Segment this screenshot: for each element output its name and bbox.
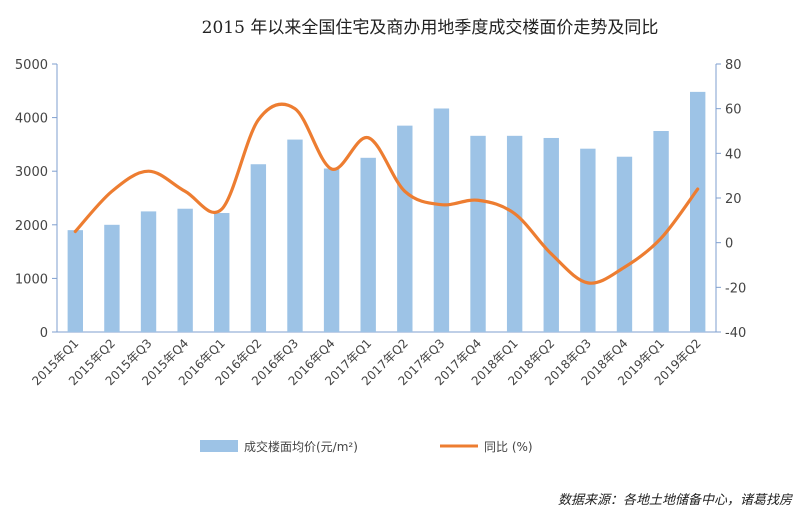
- legend-line-label: 同比 (%): [484, 440, 533, 454]
- y-left-tick-label: 5000: [15, 58, 48, 73]
- bar: [360, 157, 376, 332]
- y-left-tick-label: 2000: [15, 219, 48, 234]
- line-series: [73, 102, 700, 285]
- chart-title: 2015 年以来全国住宅及商办用地季度成交楼面价走势及同比: [202, 18, 659, 38]
- y-right-tick-label: -20: [725, 281, 746, 296]
- bar: [287, 139, 303, 332]
- x-tick-labels: 2015年Q12015年Q22015年Q32015年Q42016年Q12016年…: [29, 336, 703, 388]
- bar: [140, 211, 157, 332]
- bar: [543, 137, 559, 332]
- bar: [470, 135, 486, 332]
- bar: [214, 213, 230, 332]
- y-right-tick-label: 40: [725, 147, 742, 162]
- source-note: 数据来源：各地土地储备中心，诸葛找房: [558, 492, 793, 508]
- yoy-line: [73, 102, 700, 285]
- bar: [397, 125, 413, 332]
- y-right-tick-label: -40: [725, 326, 746, 341]
- bar: [67, 230, 83, 332]
- legend-bar-swatch: [200, 440, 238, 452]
- bar: [690, 91, 706, 332]
- bar: [104, 224, 120, 332]
- bar: [433, 108, 450, 332]
- y-right-tick-label: 80: [725, 58, 742, 73]
- bar: [506, 135, 523, 332]
- y-left-tick-label: 0: [40, 326, 48, 341]
- bar: [616, 156, 633, 332]
- legend: 成交楼面均价(元/m²) 同比 (%): [200, 439, 533, 454]
- y-right-tick-label: 20: [725, 192, 742, 207]
- y-left-tick-label: 3000: [15, 165, 48, 180]
- legend-bar-label: 成交楼面均价(元/m²): [244, 439, 358, 454]
- bar: [653, 131, 669, 332]
- bar: [177, 208, 193, 332]
- y-right-tick-label: 60: [725, 103, 742, 118]
- bar: [323, 168, 340, 332]
- y-left-tick-label: 1000: [15, 272, 48, 287]
- axes: 0 1000 2000 3000 4000 5000 -40 -20 0 20 40 60 80: [15, 58, 746, 341]
- bar-series: [67, 91, 706, 332]
- y-right-tick-label: 0: [725, 237, 733, 252]
- bar: [250, 164, 267, 332]
- y-left-tick-label: 4000: [15, 112, 48, 127]
- bar: [580, 148, 596, 332]
